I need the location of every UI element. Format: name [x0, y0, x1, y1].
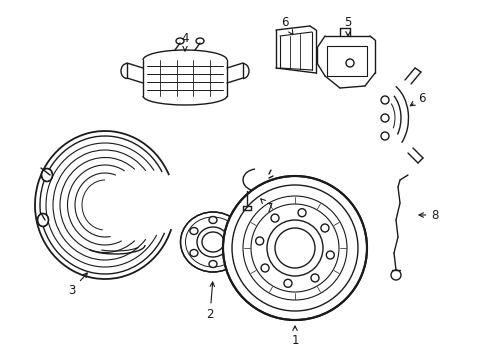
Circle shape	[297, 209, 305, 217]
Circle shape	[380, 114, 388, 122]
Text: 5: 5	[344, 15, 351, 36]
Ellipse shape	[180, 212, 245, 272]
Ellipse shape	[208, 261, 217, 267]
Ellipse shape	[227, 249, 236, 256]
Circle shape	[255, 237, 263, 245]
Text: 8: 8	[418, 208, 438, 221]
Ellipse shape	[189, 228, 198, 234]
Ellipse shape	[38, 213, 48, 226]
Circle shape	[325, 251, 334, 259]
Ellipse shape	[227, 228, 236, 234]
Ellipse shape	[189, 249, 198, 256]
Circle shape	[261, 264, 268, 272]
Text: 1: 1	[291, 326, 298, 346]
Text: 6: 6	[409, 91, 425, 106]
Circle shape	[223, 176, 366, 320]
Ellipse shape	[41, 168, 52, 181]
Circle shape	[270, 214, 279, 222]
Circle shape	[380, 132, 388, 140]
Circle shape	[320, 224, 328, 232]
Circle shape	[284, 279, 291, 287]
Ellipse shape	[208, 216, 217, 224]
Circle shape	[390, 270, 400, 280]
Text: 6: 6	[281, 15, 292, 35]
Circle shape	[380, 96, 388, 104]
Text: 2: 2	[206, 282, 214, 321]
Text: 7: 7	[260, 199, 273, 215]
Text: 4: 4	[181, 32, 188, 51]
Circle shape	[310, 274, 318, 282]
Text: 3: 3	[68, 273, 87, 297]
